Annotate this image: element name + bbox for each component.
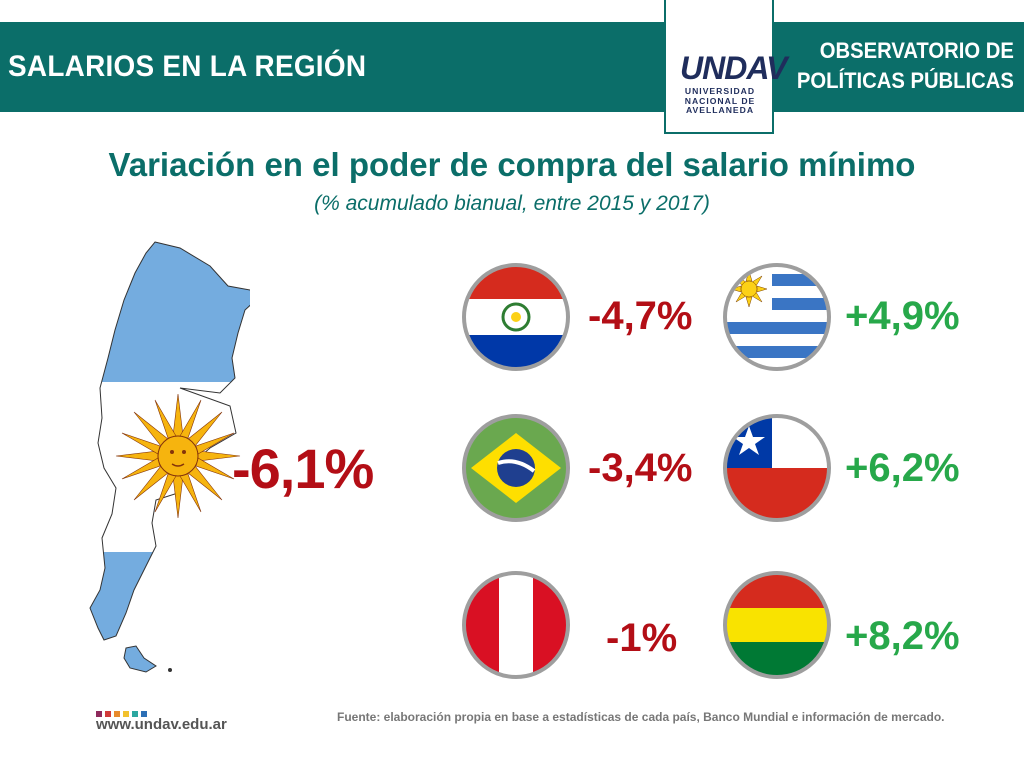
bolivia-value: +8,2% (845, 614, 960, 658)
paraguay-value: -4,7% (588, 294, 693, 338)
brazil-value: -3,4% (588, 446, 693, 490)
logo-line-2: NACIONAL DE (684, 95, 756, 106)
logo-subtitle: UNIVERSIDAD NACIONAL DE AVELLANEDA (674, 86, 766, 116)
observatory-line-2: POLÍTICAS PÚBLICAS (796, 68, 1014, 93)
header-title: SALARIOS EN LA REGIÓN (8, 50, 367, 83)
page-title: Variación en el poder de compra del sala… (108, 146, 916, 183)
chile-value: +6,2% (845, 446, 960, 490)
logo-mark: UNDAV (680, 50, 787, 86)
observatory-label: OBSERVATORIO DE POLÍTICAS PÚBLICAS (797, 36, 1014, 96)
logo-line-3: AVELLANEDA (685, 105, 755, 115)
logo-line-1: UNIVERSIDAD (684, 86, 756, 96)
uruguay-value: +4,9% (845, 294, 960, 338)
argentina-value: -6,1% (232, 437, 374, 500)
peru-flag-icon (461, 570, 571, 680)
chile-flag-icon (722, 413, 832, 523)
header-band: SALARIOS EN LA REGIÓN OBSERVATORIO DE PO… (0, 22, 1024, 112)
bolivia-flag-icon (722, 570, 832, 680)
undav-logo: UNDAV UNIVERSIDAD NACIONAL DE AVELLANEDA (664, 0, 787, 134)
peru-value: -1% (606, 616, 678, 660)
source-note: Fuente: elaboración propia en base a est… (337, 710, 945, 724)
uruguay-flag-icon (722, 262, 832, 372)
paraguay-flag-icon (461, 262, 571, 372)
color-dots-decoration (96, 704, 156, 722)
argentina-map-flag-icon (60, 238, 259, 693)
website-link[interactable]: www.undav.edu.ar (96, 716, 227, 733)
page-subtitle: (% acumulado bianual, entre 2015 y 2017) (314, 192, 710, 215)
brazil-flag-icon (461, 413, 571, 523)
observatory-line-1: OBSERVATORIO DE (819, 38, 1014, 63)
